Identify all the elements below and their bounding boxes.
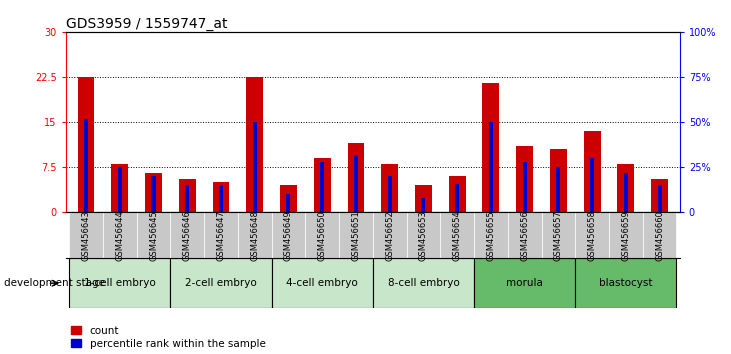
- Bar: [440, 212, 474, 258]
- Bar: [373, 212, 406, 258]
- Legend: count, percentile rank within the sample: count, percentile rank within the sample: [71, 326, 265, 349]
- Text: 8-cell embryo: 8-cell embryo: [387, 278, 459, 288]
- Bar: [489, 122, 493, 212]
- Text: GSM456648: GSM456648: [250, 210, 260, 261]
- Bar: [137, 212, 170, 258]
- Text: GDS3959 / 1559747_at: GDS3959 / 1559747_at: [66, 17, 227, 31]
- Bar: [482, 83, 499, 212]
- Bar: [320, 162, 325, 212]
- Bar: [373, 258, 474, 308]
- Bar: [406, 212, 440, 258]
- Text: GSM456653: GSM456653: [419, 210, 428, 261]
- Text: development stage: development stage: [4, 278, 105, 288]
- Text: GSM456649: GSM456649: [284, 210, 293, 261]
- Bar: [306, 212, 339, 258]
- Bar: [455, 183, 459, 212]
- Text: GSM456651: GSM456651: [352, 210, 360, 261]
- Bar: [651, 179, 668, 212]
- Bar: [204, 212, 238, 258]
- Bar: [170, 212, 204, 258]
- Text: GSM456650: GSM456650: [318, 210, 327, 261]
- Bar: [618, 164, 635, 212]
- Bar: [111, 164, 128, 212]
- Bar: [508, 212, 542, 258]
- Bar: [575, 212, 609, 258]
- Bar: [287, 194, 290, 212]
- Text: GSM456659: GSM456659: [621, 210, 630, 261]
- Text: 2-cell embryo: 2-cell embryo: [185, 278, 257, 288]
- Text: GSM456645: GSM456645: [149, 210, 158, 261]
- Bar: [624, 173, 628, 212]
- Text: GSM456644: GSM456644: [115, 210, 124, 261]
- Text: GSM456654: GSM456654: [452, 210, 462, 261]
- Bar: [179, 179, 196, 212]
- Text: GSM456657: GSM456657: [554, 210, 563, 261]
- Text: GSM456646: GSM456646: [183, 210, 192, 261]
- Bar: [238, 212, 272, 258]
- Bar: [69, 212, 103, 258]
- Bar: [516, 146, 533, 212]
- Bar: [118, 167, 122, 212]
- Bar: [339, 212, 373, 258]
- Text: morula: morula: [506, 278, 543, 288]
- Bar: [69, 258, 170, 308]
- Text: GSM456647: GSM456647: [216, 210, 225, 261]
- Bar: [170, 258, 272, 308]
- Bar: [658, 185, 662, 212]
- Bar: [415, 185, 432, 212]
- Bar: [280, 185, 297, 212]
- Text: 4-cell embryo: 4-cell embryo: [287, 278, 358, 288]
- Bar: [77, 77, 94, 212]
- Bar: [474, 258, 575, 308]
- Bar: [272, 258, 373, 308]
- Bar: [387, 176, 392, 212]
- Bar: [354, 155, 358, 212]
- Text: GSM456656: GSM456656: [520, 210, 529, 261]
- Bar: [103, 212, 137, 258]
- Bar: [421, 198, 425, 212]
- Bar: [590, 158, 594, 212]
- Bar: [246, 77, 263, 212]
- Bar: [347, 143, 364, 212]
- Text: blastocyst: blastocyst: [599, 278, 653, 288]
- Bar: [449, 176, 466, 212]
- Bar: [84, 119, 88, 212]
- Bar: [219, 185, 223, 212]
- Bar: [542, 212, 575, 258]
- Bar: [314, 158, 330, 212]
- Bar: [272, 212, 306, 258]
- Bar: [550, 149, 567, 212]
- Text: GSM456658: GSM456658: [588, 210, 596, 261]
- Bar: [523, 162, 526, 212]
- Bar: [556, 167, 561, 212]
- Text: GSM456652: GSM456652: [385, 210, 394, 261]
- Text: GSM456660: GSM456660: [655, 210, 664, 261]
- Bar: [145, 173, 162, 212]
- Text: GSM456643: GSM456643: [82, 210, 91, 261]
- Bar: [253, 122, 257, 212]
- Bar: [382, 164, 398, 212]
- Text: 1-cell embryo: 1-cell embryo: [84, 278, 156, 288]
- Bar: [609, 212, 643, 258]
- Bar: [185, 185, 189, 212]
- Text: GSM456655: GSM456655: [486, 210, 496, 261]
- Bar: [583, 131, 601, 212]
- Bar: [474, 212, 508, 258]
- Bar: [151, 176, 156, 212]
- Bar: [213, 182, 230, 212]
- Bar: [643, 212, 676, 258]
- Bar: [575, 258, 676, 308]
